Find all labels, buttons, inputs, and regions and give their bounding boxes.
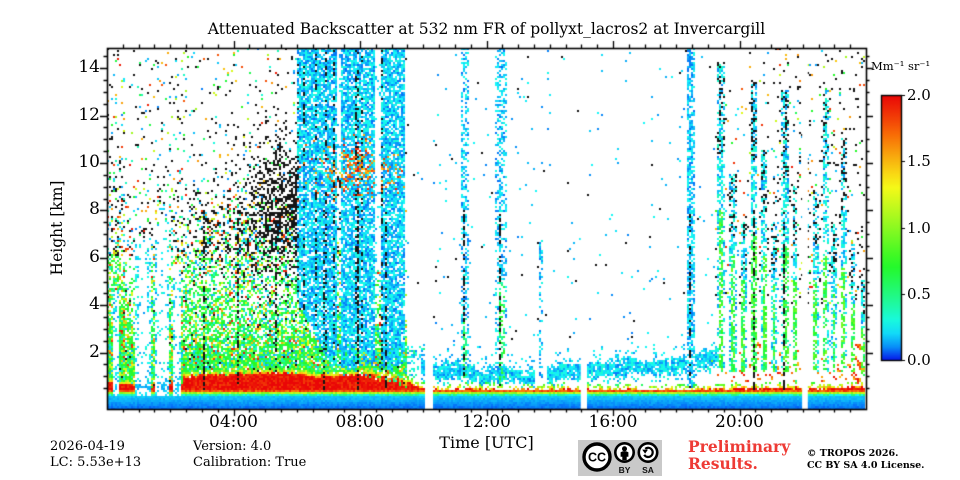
x-axis-label: Time [UTC] — [439, 433, 534, 452]
x-tick-label: 12:00 — [462, 412, 511, 432]
x-tick-label: 08:00 — [335, 412, 385, 432]
preliminary-results-label: Preliminary Results. — [688, 437, 791, 473]
version-label: Version: 4.0 — [193, 439, 272, 454]
x-tick-label: 16:00 — [588, 412, 638, 432]
colorbar-tick-label: 1.0 — [907, 218, 931, 237]
y-tick-label: 6 — [89, 246, 100, 267]
cc-icon: CC — [582, 442, 612, 472]
colorbar-tick-label: 2.0 — [907, 86, 931, 104]
y-tick-label: 8 — [89, 199, 100, 220]
lidar-constant-label: LC: 5.53e+13 — [50, 455, 142, 470]
y-tick-label: 2 — [89, 341, 100, 362]
y-tick-label: 4 — [89, 294, 100, 315]
colorbar-tick-label: 0.5 — [907, 284, 931, 303]
x-tick-label: 20:00 — [715, 412, 764, 432]
sa-label: SA — [642, 465, 654, 475]
colorbar-tick-label: 1.5 — [907, 152, 931, 171]
cc-license-badge: CC BY SA — [578, 440, 662, 476]
plot-title: Attenuated Backscatter at 532 nm FR of p… — [207, 20, 766, 38]
y-tick-label: 12 — [78, 104, 100, 125]
copyright-line1: © TROPOS 2026. — [807, 448, 899, 459]
by-label: BY — [619, 465, 631, 475]
y-tick-label: 14 — [78, 57, 100, 78]
date-label: 2026-04-19 — [50, 439, 125, 454]
svg-text:CC: CC — [588, 451, 606, 465]
y-tick-label: 10 — [78, 152, 100, 172]
x-tick-label: 04:00 — [209, 412, 258, 432]
y-axis-label: Height [km] — [48, 180, 66, 276]
copyright-line2: CC BY SA 4.0 License. — [807, 460, 925, 471]
by-icon — [613, 442, 635, 463]
colorbar-tick-label: 0.0 — [907, 351, 931, 369]
colorbar-unit-label: Mm⁻¹ sr⁻¹ — [871, 59, 931, 73]
sa-icon — [637, 442, 659, 463]
calibration-label: Calibration: True — [193, 455, 307, 470]
